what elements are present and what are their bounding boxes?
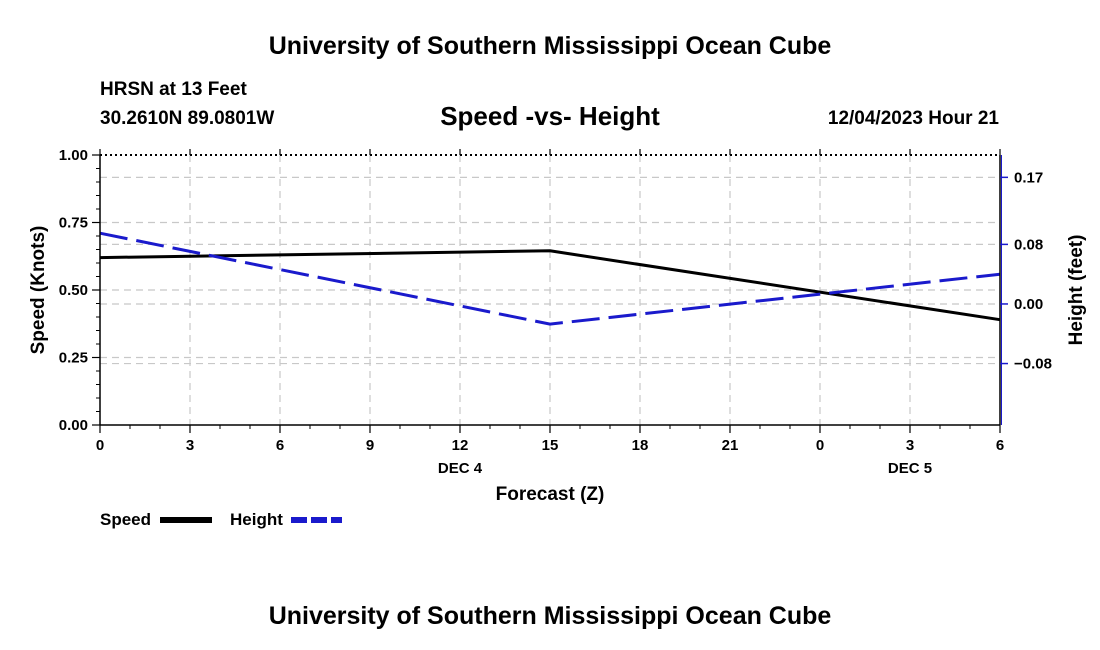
date-label: DEC 4	[438, 460, 483, 477]
y-tick-label: 0.50	[59, 282, 88, 299]
y2-axis-label: Height (feet)	[1066, 235, 1087, 346]
x-tick-label: 21	[722, 437, 739, 454]
legend-height-label: Height	[230, 510, 283, 529]
footer-title: University of Southern Mississippi Ocean…	[269, 602, 832, 630]
legend-speed-label: Speed	[100, 510, 151, 529]
y-tick-label: 0.25	[59, 350, 88, 367]
y2-tick-label: 0.08	[1014, 236, 1043, 253]
datetime-label: 12/04/2023 Hour 21	[828, 108, 1000, 129]
x-tick-label: 12	[452, 437, 469, 454]
x-tick-label: 3	[906, 437, 914, 454]
y2-tick-label: 0.00	[1014, 296, 1043, 313]
x-tick-label: 0	[816, 437, 824, 454]
x-tick-label: 18	[632, 437, 649, 454]
y2-tick-label: −0.08	[1014, 356, 1052, 373]
legend: Speed Height	[100, 510, 342, 529]
y-tick-label: 1.00	[59, 147, 88, 164]
y-tick-label: 0.75	[59, 215, 88, 232]
x-axis-label: Forecast (Z)	[496, 484, 605, 505]
series-line-speed	[99, 249, 1001, 322]
page-title: University of Southern Mississippi Ocean…	[269, 32, 832, 60]
x-tick-label: 15	[542, 437, 559, 454]
x-tick-label: 6	[276, 437, 284, 454]
y-axis-label: Speed (Knots)	[28, 226, 49, 355]
y-tick-label: 0.00	[59, 417, 88, 434]
x-tick-label: 6	[996, 437, 1004, 454]
x-tick-label: 0	[96, 437, 104, 454]
y2-tick-label: 0.17	[1014, 169, 1043, 186]
date-label: DEC 5	[888, 460, 932, 477]
location-label: 30.2610N 89.0801W	[100, 108, 274, 129]
station-label: HRSN at 13 Feet	[100, 79, 247, 100]
series-line-height	[99, 231, 1001, 326]
x-tick-label: 3	[186, 437, 194, 454]
chart-title: Speed -vs- Height	[440, 101, 660, 131]
x-tick-label: 9	[366, 437, 374, 454]
